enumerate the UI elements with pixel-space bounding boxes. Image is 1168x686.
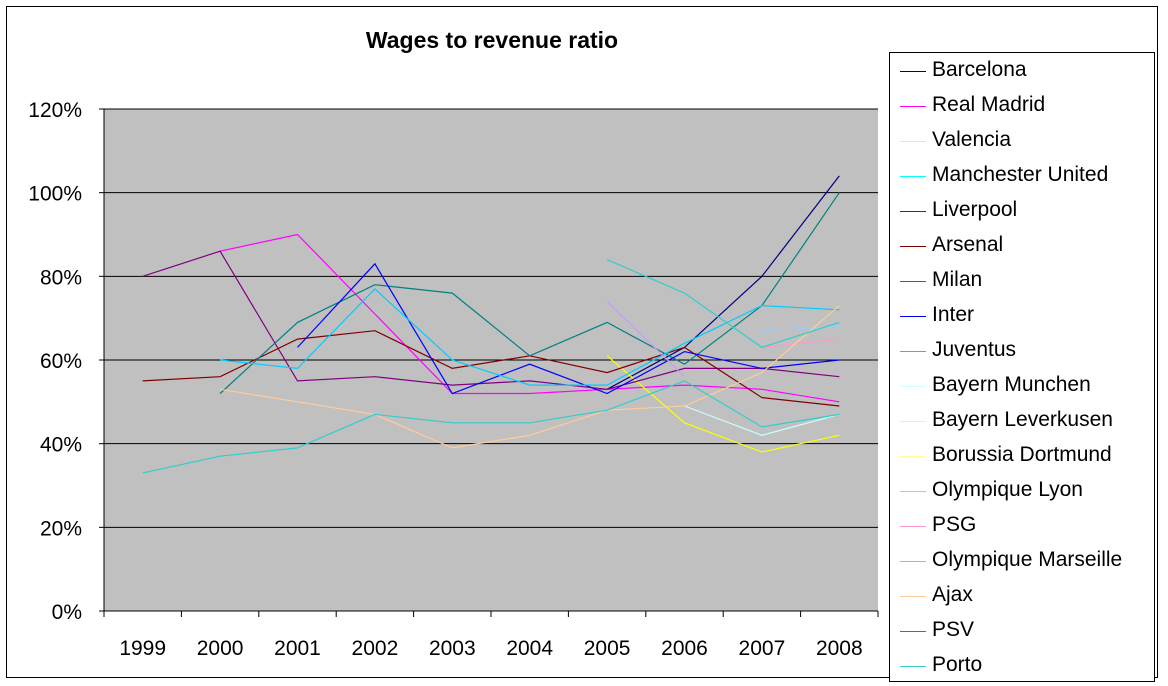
legend-swatch bbox=[900, 666, 926, 667]
y-tick-label: 20% bbox=[40, 517, 82, 540]
x-tick-label: 2002 bbox=[352, 637, 399, 660]
y-tick-label: 100% bbox=[28, 183, 82, 206]
legend-item: PSV bbox=[890, 614, 1156, 648]
legend-item: Olympique Marseille bbox=[890, 544, 1156, 578]
legend-label: Borussia Dortmund bbox=[932, 443, 1112, 466]
legend-swatch bbox=[900, 526, 926, 527]
legend-item: Porto bbox=[890, 649, 1156, 683]
legend-swatch bbox=[900, 141, 926, 142]
x-tick-label: 2006 bbox=[661, 637, 708, 660]
series-line-17 bbox=[142, 380, 840, 474]
y-tick-label: 60% bbox=[40, 350, 82, 373]
series-line-7 bbox=[297, 262, 840, 395]
legend-swatch bbox=[900, 386, 926, 387]
series-line-15 bbox=[220, 305, 840, 449]
legend-label: Barcelona bbox=[932, 58, 1027, 81]
y-tick-label: 120% bbox=[28, 99, 82, 122]
series-line-6 bbox=[219, 192, 840, 394]
legend-item: Manchester United bbox=[890, 159, 1156, 193]
legend-label: Olympique Lyon bbox=[932, 478, 1083, 501]
y-tick-label: 80% bbox=[40, 266, 82, 289]
series-line-1 bbox=[219, 233, 840, 403]
chart-title: Wages to revenue ratio bbox=[365, 27, 619, 53]
legend-label: Bayern Leverkusen bbox=[932, 408, 1113, 431]
y-tick-label: 40% bbox=[40, 434, 82, 457]
legend-swatch bbox=[900, 351, 926, 352]
legend-swatch bbox=[900, 176, 926, 177]
x-tick-label: 1999 bbox=[119, 637, 166, 660]
legend-label: Juventus bbox=[932, 338, 1017, 361]
y-tick-label: 0% bbox=[52, 601, 82, 624]
legend-item: Milan bbox=[890, 264, 1156, 298]
legend-label: PSV bbox=[932, 618, 975, 641]
legend-swatch bbox=[900, 561, 926, 562]
legend-item: Inter bbox=[890, 299, 1156, 333]
x-tick-label: 2004 bbox=[506, 637, 553, 660]
series-line-12 bbox=[761, 325, 840, 332]
legend: Barcelona Real Madrid Valencia Manchester U… bbox=[889, 52, 1155, 682]
legend-label: Porto bbox=[932, 653, 983, 676]
series-line-2 bbox=[606, 355, 840, 453]
legend-label: Liverpool bbox=[932, 198, 1018, 221]
series-line-0 bbox=[606, 175, 840, 390]
legend-item: Arsenal bbox=[890, 229, 1156, 263]
legend-item: Olympique Lyon bbox=[890, 474, 1156, 508]
x-tick-label: 2005 bbox=[584, 637, 631, 660]
legend-item: Borussia Dortmund bbox=[890, 439, 1156, 473]
legend-item: Liverpool bbox=[890, 194, 1156, 228]
series-line-8 bbox=[220, 288, 840, 386]
legend-label: Real Madrid bbox=[932, 93, 1046, 116]
legend-swatch bbox=[900, 246, 926, 247]
legend-swatch bbox=[900, 421, 926, 422]
series-line-4 bbox=[142, 250, 840, 390]
x-tick-label: 2000 bbox=[197, 637, 244, 660]
legend-item: Valencia bbox=[890, 124, 1156, 158]
legend-item: Ajax bbox=[890, 579, 1156, 613]
legend-item: Bayern Munchen bbox=[890, 369, 1156, 403]
x-tick-label: 2003 bbox=[429, 637, 476, 660]
legend-item: Juventus bbox=[890, 334, 1156, 368]
x-tick-label: 2001 bbox=[274, 637, 321, 660]
legend-swatch bbox=[900, 71, 926, 72]
legend-swatch bbox=[900, 106, 926, 107]
legend-label: Valencia bbox=[932, 128, 1011, 151]
x-tick-label: 2008 bbox=[816, 637, 863, 660]
legend-label: PSG bbox=[932, 513, 977, 536]
series-line-9 bbox=[684, 405, 840, 436]
legend-item: Barcelona bbox=[890, 54, 1156, 88]
legend-label: Arsenal bbox=[932, 233, 1004, 256]
legend-label: Manchester United bbox=[932, 163, 1109, 186]
legend-item: Real Madrid bbox=[890, 89, 1156, 123]
legend-swatch bbox=[900, 491, 926, 492]
legend-label: Inter bbox=[932, 303, 975, 326]
legend-swatch bbox=[900, 596, 926, 597]
legend-label: Bayern Munchen bbox=[932, 373, 1091, 396]
series-line-13 bbox=[761, 338, 840, 348]
legend-swatch bbox=[900, 211, 926, 212]
legend-swatch bbox=[900, 631, 926, 632]
x-tick-label: 2007 bbox=[739, 637, 786, 660]
legend-label: Ajax bbox=[932, 583, 973, 606]
series-line-14 bbox=[606, 300, 685, 378]
legend-swatch bbox=[900, 281, 926, 282]
legend-item: PSG bbox=[890, 509, 1156, 543]
legend-label: Milan bbox=[932, 268, 983, 291]
legend-label: Olympique Marseille bbox=[932, 548, 1123, 571]
legend-item: Bayern Leverkusen bbox=[890, 404, 1156, 438]
legend-swatch bbox=[900, 316, 926, 317]
series-line-18 bbox=[606, 259, 840, 349]
legend-swatch bbox=[900, 456, 926, 457]
